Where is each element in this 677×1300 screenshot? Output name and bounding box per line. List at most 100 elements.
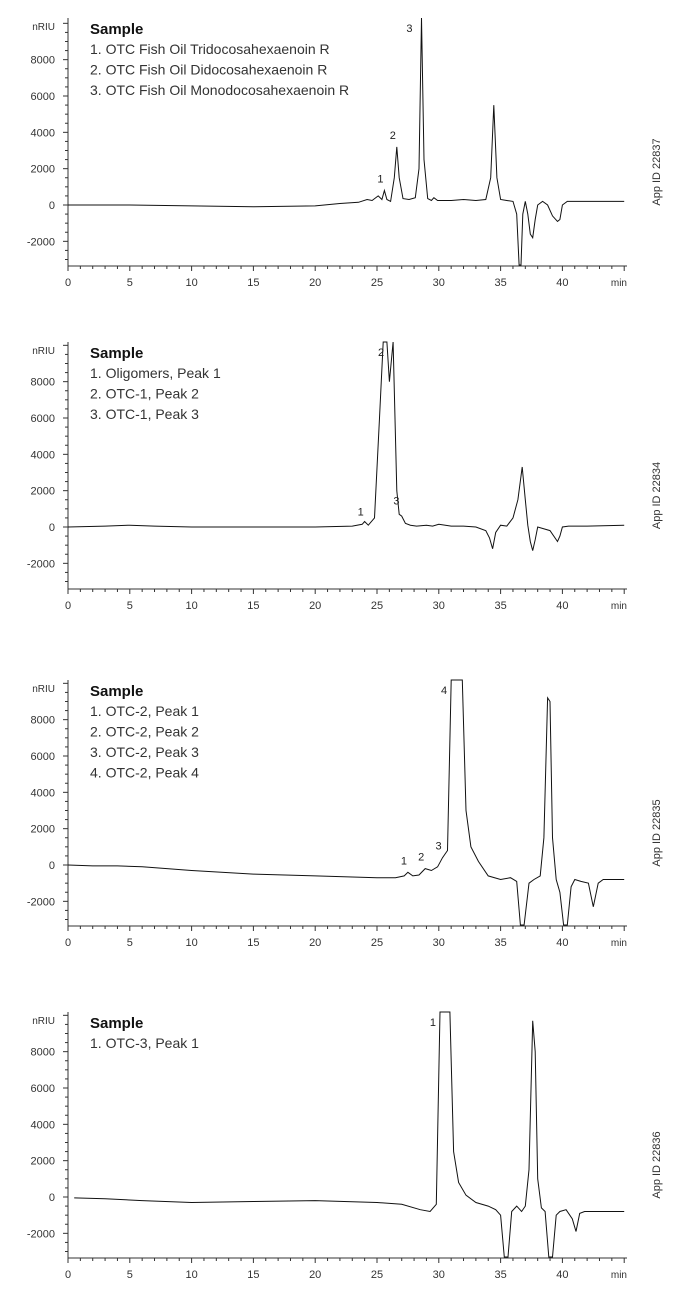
x-tick-label: 15 [247, 937, 259, 949]
y-axis-label: nRIU [32, 346, 55, 357]
y-axis-label: nRIU [32, 1016, 55, 1027]
y-tick-label: 0 [49, 200, 55, 212]
legend-title: Sample [90, 21, 143, 38]
peak-label: 1 [401, 855, 407, 867]
app-id-label: App ID 22835 [651, 799, 663, 866]
y-tick-label: 2000 [31, 1156, 55, 1168]
y-tick-label: 4000 [31, 787, 55, 799]
y-tick-label: 8000 [31, 715, 55, 727]
y-axis-label: nRIU [32, 22, 55, 33]
legend-item: 1. OTC-2, Peak 1 [90, 703, 199, 719]
x-tick-label: 5 [127, 937, 133, 949]
y-tick-label: 2000 [31, 164, 55, 176]
x-tick-label: 25 [371, 600, 383, 612]
x-tick-label: 0 [65, 937, 71, 949]
y-tick-label: -2000 [27, 1228, 55, 1240]
peak-label: 1 [430, 1017, 436, 1029]
chromatogram-trace [68, 17, 625, 266]
x-tick-label: 0 [65, 1269, 71, 1281]
legend-item: 1. OTC Fish Oil Tridocosahexaenoin R [90, 41, 330, 57]
y-tick-label: 6000 [31, 413, 55, 425]
y-tick-label: 0 [49, 1192, 55, 1204]
peak-label: 1 [377, 173, 383, 185]
x-tick-label: 30 [433, 1269, 445, 1281]
peak-label: 2 [390, 130, 396, 142]
y-tick-label: 4000 [31, 127, 55, 139]
x-tick-label: 35 [494, 600, 506, 612]
y-tick-label: 8000 [31, 1047, 55, 1059]
x-tick-label: 5 [127, 277, 133, 289]
x-tick-label: 10 [185, 600, 197, 612]
x-tick-label: 25 [371, 1269, 383, 1281]
legend-item: 4. OTC-2, Peak 4 [90, 765, 199, 781]
y-tick-label: 6000 [31, 1083, 55, 1095]
x-tick-label: 40 [556, 1269, 568, 1281]
x-unit-label: min [611, 938, 627, 949]
y-tick-label: 2000 [31, 486, 55, 498]
x-tick-label: 40 [556, 937, 568, 949]
y-axis-label: nRIU [32, 684, 55, 695]
x-unit-label: min [611, 278, 627, 289]
x-tick-label: 25 [371, 937, 383, 949]
x-tick-label: 20 [309, 600, 321, 612]
legend-title: Sample [90, 683, 143, 700]
legend-item: 1. Oligomers, Peak 1 [90, 365, 221, 381]
x-tick-label: 15 [247, 600, 259, 612]
peak-label: 2 [378, 347, 384, 359]
y-tick-label: 2000 [31, 824, 55, 836]
y-tick-label: -2000 [27, 236, 55, 248]
peak-label: 2 [418, 852, 424, 864]
chromatogram-trace [67, 679, 625, 926]
x-tick-label: 15 [247, 1269, 259, 1281]
x-tick-label: 35 [494, 277, 506, 289]
chromatogram-trace [67, 341, 625, 551]
legend-item: 2. OTC-2, Peak 2 [90, 724, 199, 740]
x-tick-label: 40 [556, 600, 568, 612]
x-tick-label: 10 [185, 277, 197, 289]
x-tick-label: 5 [127, 1269, 133, 1281]
app-id-label: App ID 22834 [651, 462, 663, 529]
legend-item: 1. OTC-3, Peak 1 [90, 1035, 199, 1051]
x-tick-label: 30 [433, 937, 445, 949]
x-tick-label: 35 [494, 1269, 506, 1281]
x-tick-label: 10 [185, 1269, 197, 1281]
x-tick-label: 20 [309, 1269, 321, 1281]
app-id-label: App ID 22837 [651, 138, 663, 205]
x-tick-label: 0 [65, 600, 71, 612]
x-tick-label: 5 [127, 600, 133, 612]
x-tick-label: 35 [494, 937, 506, 949]
x-unit-label: min [611, 601, 627, 612]
chromatogram-trace [74, 1011, 625, 1258]
legend-item: 3. OTC Fish Oil Monodocosahexaenoin R [90, 82, 349, 98]
legend-item: 3. OTC-1, Peak 3 [90, 406, 199, 422]
legend-item: 2. OTC Fish Oil Didocosahexaenoin R [90, 62, 327, 78]
y-tick-label: 8000 [31, 55, 55, 67]
x-tick-label: 40 [556, 277, 568, 289]
legend-item: 2. OTC-1, Peak 2 [90, 386, 199, 402]
y-tick-label: 4000 [31, 1119, 55, 1131]
peak-label: 1 [358, 506, 364, 518]
y-tick-label: 0 [49, 522, 55, 534]
x-tick-label: 10 [185, 937, 197, 949]
x-tick-label: 15 [247, 277, 259, 289]
x-unit-label: min [611, 1270, 627, 1281]
peak-label: 3 [393, 495, 399, 507]
y-tick-label: 4000 [31, 449, 55, 461]
legend-title: Sample [90, 1015, 143, 1032]
x-tick-label: 20 [309, 277, 321, 289]
y-tick-label: 0 [49, 860, 55, 872]
legend-title: Sample [90, 345, 143, 362]
peak-label: 4 [441, 685, 447, 697]
peak-label: 3 [435, 841, 441, 853]
legend-item: 3. OTC-2, Peak 3 [90, 744, 199, 760]
x-tick-label: 0 [65, 277, 71, 289]
y-tick-label: -2000 [27, 896, 55, 908]
app-id-label: App ID 22836 [651, 1131, 663, 1198]
y-tick-label: 6000 [31, 751, 55, 763]
y-tick-label: 8000 [31, 377, 55, 389]
x-tick-label: 20 [309, 937, 321, 949]
x-tick-label: 30 [433, 277, 445, 289]
x-tick-label: 30 [433, 600, 445, 612]
y-tick-label: 6000 [31, 91, 55, 103]
